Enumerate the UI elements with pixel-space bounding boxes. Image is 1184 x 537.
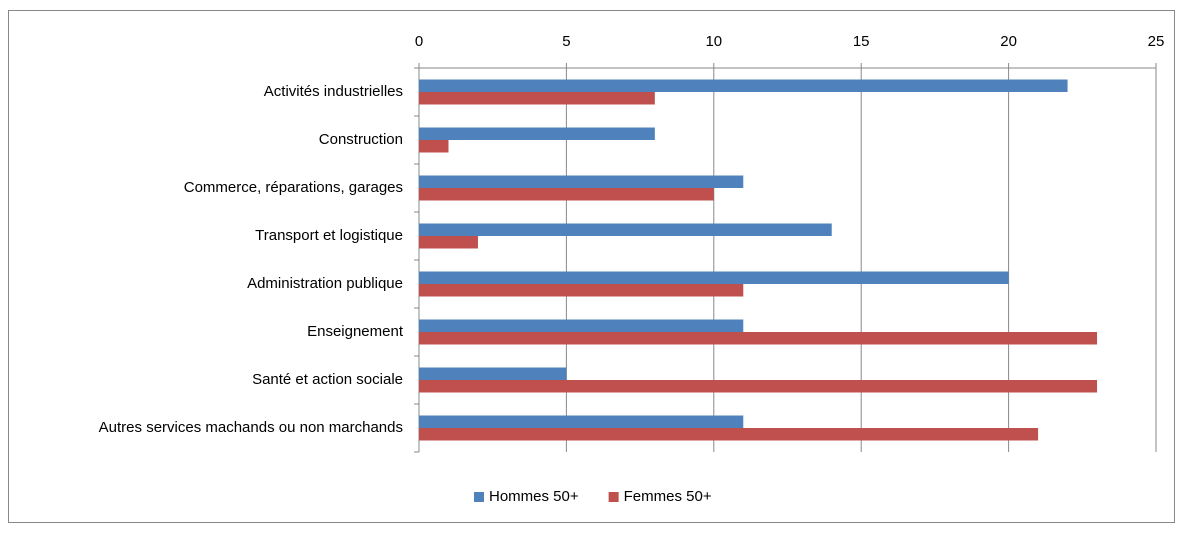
legend-label: Hommes 50+ — [489, 488, 579, 505]
bar — [419, 271, 1009, 284]
y-tick-label: Santé et action sociale — [252, 371, 403, 388]
y-tick-label: Enseignement — [307, 323, 404, 340]
bar — [419, 428, 1039, 441]
bar — [419, 367, 567, 380]
x-tick-label: 10 — [705, 33, 722, 50]
bar — [419, 415, 744, 428]
x-tick-label: 5 — [562, 33, 570, 50]
x-tick-label: 15 — [853, 33, 870, 50]
bar — [419, 140, 449, 153]
x-tick-label: 25 — [1148, 33, 1165, 50]
bar — [419, 332, 1098, 345]
bar — [419, 284, 744, 297]
y-tick-label: Activités industrielles — [264, 83, 403, 100]
y-tick-label: Transport et logistique — [255, 227, 403, 244]
legend-label: Femmes 50+ — [624, 488, 712, 505]
legend-swatch — [608, 492, 619, 502]
bar — [419, 79, 1068, 92]
y-tick-label: Commerce, réparations, garages — [184, 179, 403, 196]
bar — [419, 236, 478, 249]
x-tick-label: 0 — [415, 33, 423, 50]
y-tick-label: Autres services machands ou non marchand… — [99, 419, 403, 436]
bar — [419, 319, 744, 332]
bar — [419, 127, 655, 140]
y-tick-label: Construction — [319, 131, 403, 148]
bar — [419, 380, 1098, 393]
y-tick-label: Administration publique — [247, 275, 403, 292]
bar — [419, 92, 655, 105]
bar — [419, 175, 744, 188]
x-tick-label: 20 — [1000, 33, 1017, 50]
legend-swatch — [474, 492, 484, 502]
bar — [419, 188, 714, 201]
bar — [419, 223, 832, 236]
